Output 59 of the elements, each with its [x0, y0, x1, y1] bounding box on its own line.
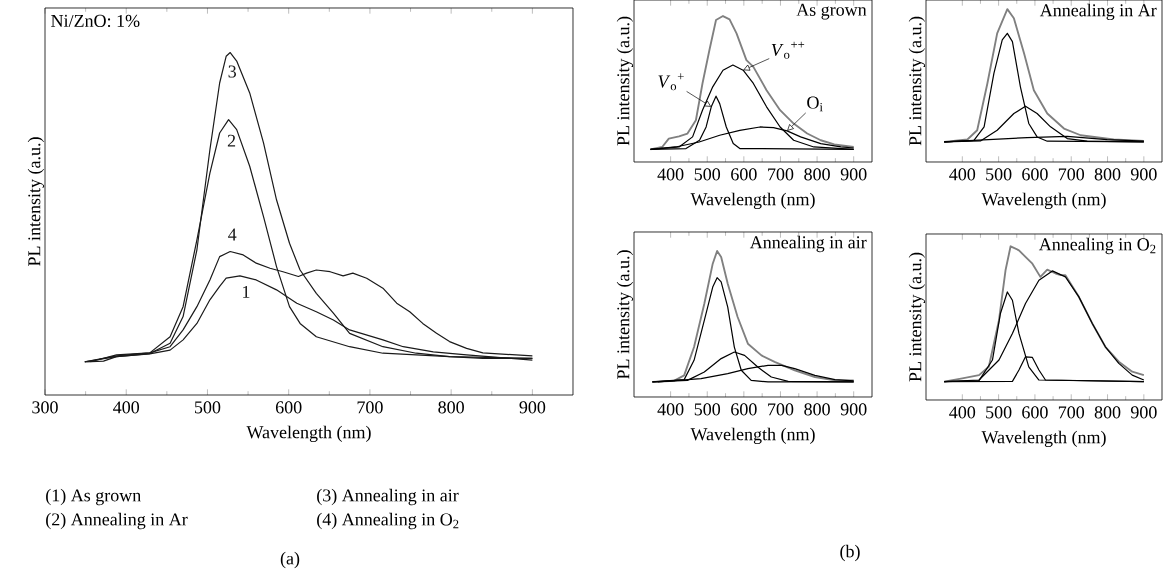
- chart-title: Annealing in Ar: [1039, 3, 1157, 21]
- x-tick-label: 600: [731, 168, 757, 181]
- x-tick-label: 800: [1094, 406, 1121, 419]
- x-tick-label: 500: [694, 403, 721, 416]
- text: (2) Annealing in Ar: [46, 512, 188, 530]
- x-tick-label: 500: [195, 401, 221, 414]
- x-tick-label: 900: [519, 401, 546, 414]
- chart-title: Annealing in O$_{2}$: [1038, 237, 1156, 255]
- x-axis-title: Wavelength (nm): [690, 192, 815, 210]
- x-tick-label: 900: [1130, 168, 1157, 181]
- x-tick-label: 800: [438, 401, 464, 414]
- x-tick-label: 900: [840, 403, 867, 416]
- x-tick-label: 400: [113, 401, 140, 414]
- series-label: 1: [243, 285, 250, 298]
- y-axis-title: PL intensity (a.u.): [908, 252, 926, 382]
- series-label: 2: [227, 134, 236, 147]
- x-tick-label: 900: [840, 168, 867, 181]
- x-tick-label: 700: [768, 403, 794, 416]
- text: (1) As grown: [46, 488, 141, 506]
- x-tick-label: 800: [804, 168, 830, 181]
- x-tick-label: 400: [949, 168, 976, 181]
- text: Ni/ZnO: 1%: [51, 14, 140, 28]
- annotation: V$_{o}$+: [658, 73, 684, 91]
- x-tick-label: 700: [768, 168, 794, 181]
- x-tick-label: 600: [731, 403, 757, 416]
- text: (3) Annealing in air: [317, 488, 459, 506]
- x-axis-title: Wavelength (nm): [981, 192, 1106, 210]
- annotation: V$_{o}$++: [771, 41, 805, 59]
- x-tick-label: 800: [804, 403, 830, 416]
- x-tick-label: 500: [986, 168, 1012, 181]
- x-tick-label: 900: [1130, 406, 1157, 419]
- y-axis-title: PL intensity (a.u.): [908, 16, 926, 146]
- y-axis-title: PL intensity (a.u.): [616, 16, 634, 146]
- x-tick-label: 700: [1058, 406, 1085, 419]
- x-tick-label: 500: [986, 406, 1012, 419]
- annotation: O$_{i}$: [807, 96, 823, 112]
- text: (b): [840, 544, 860, 562]
- x-tick-label: 400: [657, 403, 684, 416]
- series-label: 4: [228, 228, 237, 241]
- x-tick-label: 400: [949, 406, 976, 419]
- x-axis-title: Wavelength (nm): [690, 427, 815, 445]
- x-tick-label: 600: [1022, 406, 1048, 419]
- chart-title: As grown: [796, 3, 867, 20]
- x-tick-label: 400: [657, 168, 684, 181]
- x-tick-label: 700: [357, 401, 383, 414]
- series-label: 3: [228, 65, 237, 78]
- x-tick-label: 800: [1094, 168, 1121, 181]
- text: (a): [280, 551, 300, 569]
- y-axis-title: PL intensity (a.u.): [616, 250, 634, 379]
- y-axis-title: PL intensity (a.u.): [27, 137, 45, 266]
- x-axis-title: Wavelength (nm): [246, 425, 371, 443]
- x-tick-label: 300: [32, 401, 58, 414]
- x-tick-label: 600: [275, 401, 302, 414]
- chart-title: Annealing in air: [749, 235, 867, 253]
- x-tick-label: 600: [1022, 168, 1048, 181]
- x-axis-title: Wavelength (nm): [981, 430, 1106, 448]
- x-tick-label: 700: [1058, 168, 1085, 181]
- x-tick-label: 500: [694, 168, 721, 181]
- text: (4) Annealing in O$_{2}$: [317, 512, 459, 530]
